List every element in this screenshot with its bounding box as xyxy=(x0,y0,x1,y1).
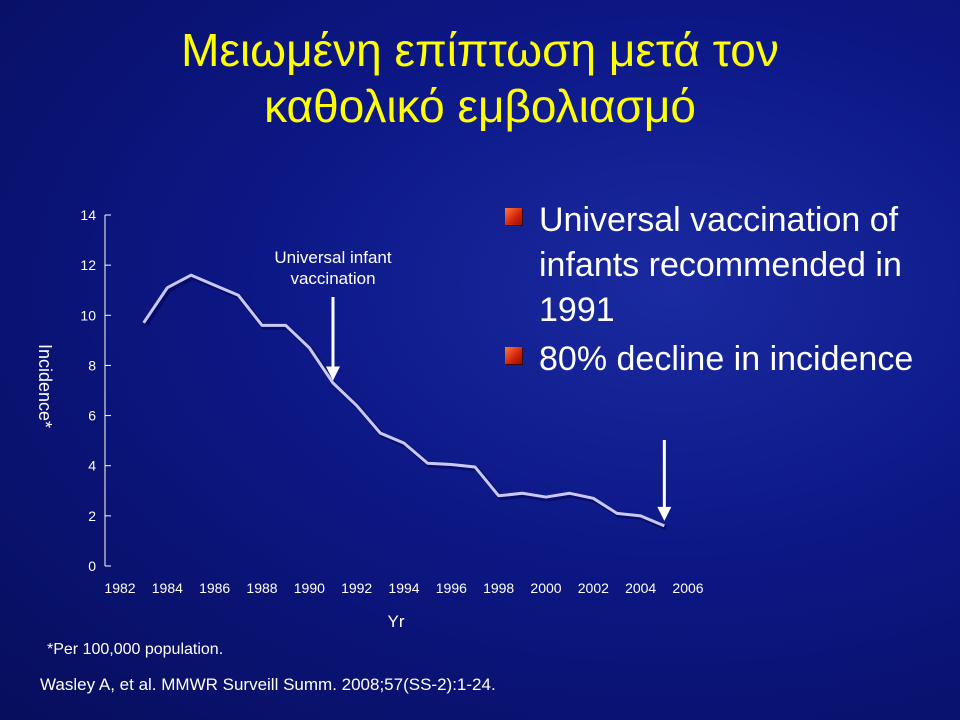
y-tick-label: 8 xyxy=(88,357,96,373)
x-tick-label: 1982 xyxy=(104,580,135,596)
citation: Wasley A, et al. MMWR Surveill Summ. 200… xyxy=(40,675,496,694)
annotation-label: Universal infant vaccination xyxy=(274,248,391,288)
x-tick-label: 1998 xyxy=(483,580,514,596)
x-tick-label: 1988 xyxy=(246,580,277,596)
series-line xyxy=(142,273,665,528)
x-tick-label: 1992 xyxy=(341,580,372,596)
x-tick-label: 1984 xyxy=(152,580,183,596)
slide-title: Μειωμένη επίπτωση μετά τον καθολικό εμβο… xyxy=(0,22,960,134)
x-tick-label: 2000 xyxy=(530,580,561,596)
decline-arrow-head xyxy=(657,506,672,521)
y-tick-label: 10 xyxy=(80,307,96,323)
y-tick-label: 0 xyxy=(88,558,96,574)
bullet-text: Universal vaccination of infants recomme… xyxy=(539,201,902,329)
bullet-text: 80% decline in incidence xyxy=(539,340,914,378)
bullet-item: Universal vaccination of infants recomme… xyxy=(505,198,945,333)
x-tick-label: 1994 xyxy=(388,580,419,596)
x-axis-label: Yr xyxy=(388,612,405,631)
x-tick-label: 1996 xyxy=(436,580,467,596)
x-tick-label: 1990 xyxy=(294,580,325,596)
y-tick-label: 2 xyxy=(88,508,96,524)
x-tick-label: 2002 xyxy=(578,580,609,596)
square-bullet-icon xyxy=(505,208,522,225)
footnote: *Per 100,000 population. xyxy=(47,641,224,658)
x-tick-label: 1986 xyxy=(199,580,230,596)
y-tick-label: 14 xyxy=(80,207,96,223)
x-tick-label: 2006 xyxy=(672,580,703,596)
annotation-arrow-head xyxy=(326,366,340,381)
y-tick-label: 12 xyxy=(80,257,96,273)
y-axis-label: Incidence* xyxy=(35,344,55,428)
title-line-1: Μειωμένη επίπτωση μετά τον xyxy=(181,24,779,76)
square-bullet-icon xyxy=(505,347,522,364)
bullet-item: 80% decline in incidence xyxy=(505,337,945,382)
y-tick-label: 6 xyxy=(88,408,96,424)
bullet-list: Universal vaccination of infants recomme… xyxy=(505,198,945,386)
y-tick-label: 4 xyxy=(88,458,96,474)
title-line-2: καθολικό εμβολιασμό xyxy=(264,80,696,132)
x-tick-label: 2004 xyxy=(625,580,656,596)
